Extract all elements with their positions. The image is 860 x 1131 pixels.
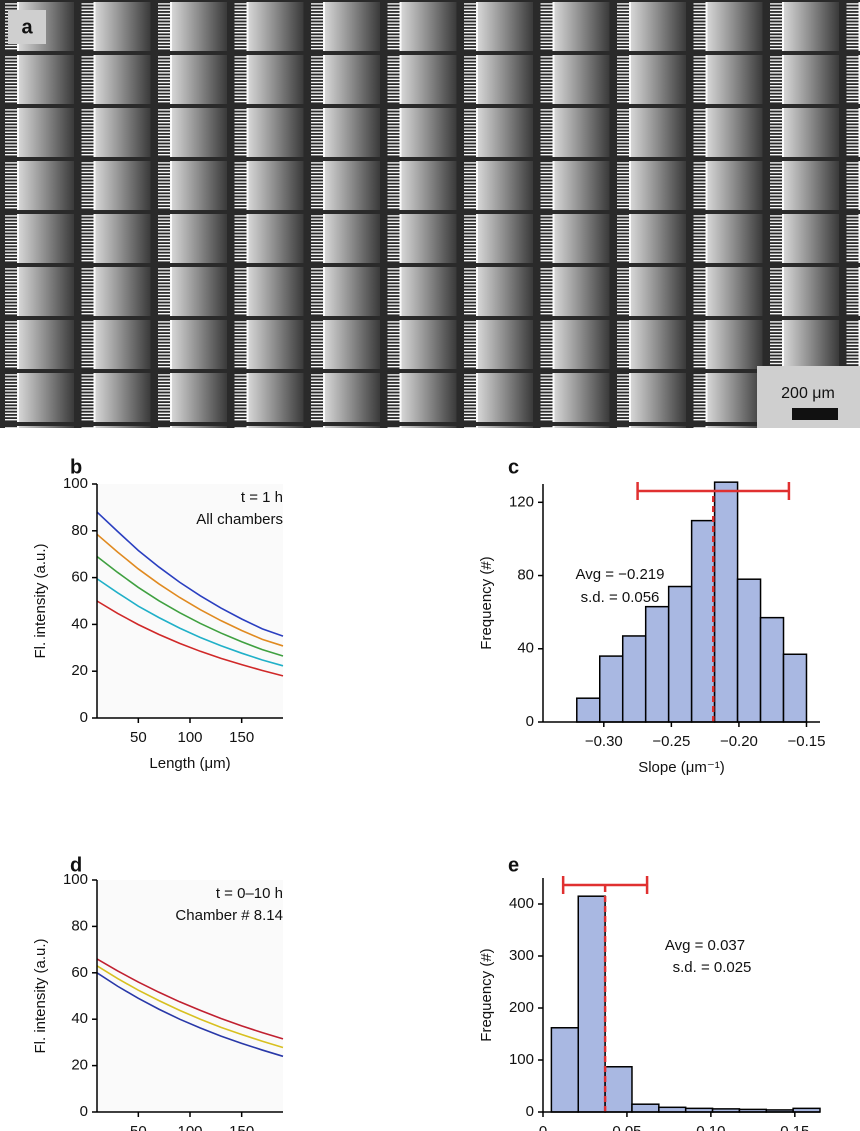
y-axis-label: Frequency (#): [478, 556, 495, 649]
x-tick-label: 100: [177, 729, 202, 746]
y-tick-label: 100: [63, 871, 88, 888]
x-tick-label: 150: [229, 729, 254, 746]
line: [96, 555, 284, 657]
y-tick-label: 400: [509, 895, 534, 912]
y-axis-label: Frequency (#): [478, 948, 495, 1041]
x-tick-label: 50: [130, 1123, 147, 1131]
x-tick-label: 0.05: [612, 1123, 641, 1131]
panel-label: e: [508, 854, 519, 876]
y-tick-label: 20: [71, 1057, 88, 1074]
y-tick-label: 100: [63, 475, 88, 492]
x-tick-label: 100: [177, 1123, 202, 1131]
panel-label: c: [508, 456, 519, 478]
line: [96, 965, 284, 1049]
bar: [604, 1066, 633, 1113]
y-tick-label: 20: [71, 662, 88, 679]
y-tick-label: 60: [71, 569, 88, 586]
y-tick-label: 0: [80, 709, 88, 726]
bar: [667, 585, 693, 723]
y-tick-label: 0: [80, 1103, 88, 1120]
y-tick-label: 80: [71, 917, 88, 934]
y-tick-label: 300: [509, 947, 534, 964]
x-axis-label: Length (μm): [149, 755, 230, 772]
bar: [644, 605, 670, 723]
annotation: s.d. = 0.056: [581, 589, 660, 606]
plot-background: [97, 484, 283, 718]
annotation: t = 1 h: [241, 489, 283, 506]
bar: [576, 697, 601, 723]
line: [96, 958, 284, 1040]
annotation: s.d. = 0.025: [673, 959, 752, 976]
y-axis-label: Fl. intensity (a.u.): [32, 938, 49, 1053]
micrograph: a 200 μm: [0, 0, 860, 428]
x-tick-label: 0.10: [696, 1123, 725, 1131]
bar: [759, 616, 785, 723]
y-tick-label: 120: [509, 493, 534, 510]
y-tick-label: 0: [526, 713, 534, 730]
annotation: Avg = 0.037: [665, 937, 745, 954]
line: [96, 972, 284, 1058]
panel-label: d: [70, 854, 82, 876]
x-tick-label: 50: [130, 729, 147, 746]
scale-bar: [792, 408, 838, 420]
bar: [577, 895, 606, 1113]
y-tick-label: 80: [71, 522, 88, 539]
x-tick-label: −0.30: [585, 733, 623, 750]
y-tick-label: 40: [71, 1010, 88, 1027]
x-tick-label: −0.25: [652, 733, 690, 750]
y-tick-label: 200: [509, 999, 534, 1016]
y-tick-label: 60: [71, 964, 88, 981]
x-tick-label: 0.15: [780, 1123, 809, 1131]
bar: [631, 1103, 660, 1113]
line: [96, 511, 284, 637]
x-tick-label: 150: [229, 1123, 254, 1131]
y-tick-label: 40: [517, 640, 534, 657]
chamber-array: [0, 0, 860, 428]
error-bar: [636, 482, 791, 500]
bar: [550, 1027, 580, 1113]
bar: [782, 653, 808, 723]
y-tick-label: 80: [517, 567, 534, 584]
annotation: All chambers: [196, 511, 283, 528]
y-tick-label: 40: [71, 615, 88, 632]
panel-label: b: [70, 456, 82, 478]
x-axis-label: Slope (μm⁻¹): [638, 759, 725, 776]
scale-bar-label: 200 μm: [781, 385, 835, 402]
annotation: t = 0–10 h: [216, 885, 283, 902]
bar: [736, 578, 762, 723]
line: [96, 578, 284, 667]
x-tick-label: −0.15: [788, 733, 826, 750]
annotation: Avg = −0.219: [576, 566, 665, 583]
annotation: Chamber # 8.14: [175, 907, 283, 924]
y-tick-label: 100: [509, 1051, 534, 1068]
error-bar: [561, 876, 649, 894]
x-tick-label: −0.20: [720, 733, 758, 750]
y-axis-label: Fl. intensity (a.u.): [32, 543, 49, 658]
bar: [690, 519, 716, 723]
x-tick-label: 0: [539, 1123, 547, 1131]
plot-background: [97, 880, 283, 1112]
line: [96, 533, 284, 647]
y-tick-label: 0: [526, 1103, 534, 1120]
panel-label: a: [21, 16, 33, 38]
line: [96, 600, 284, 677]
label-box: [8, 10, 46, 44]
bar: [621, 635, 647, 723]
bar: [713, 481, 739, 723]
bar: [599, 655, 624, 723]
